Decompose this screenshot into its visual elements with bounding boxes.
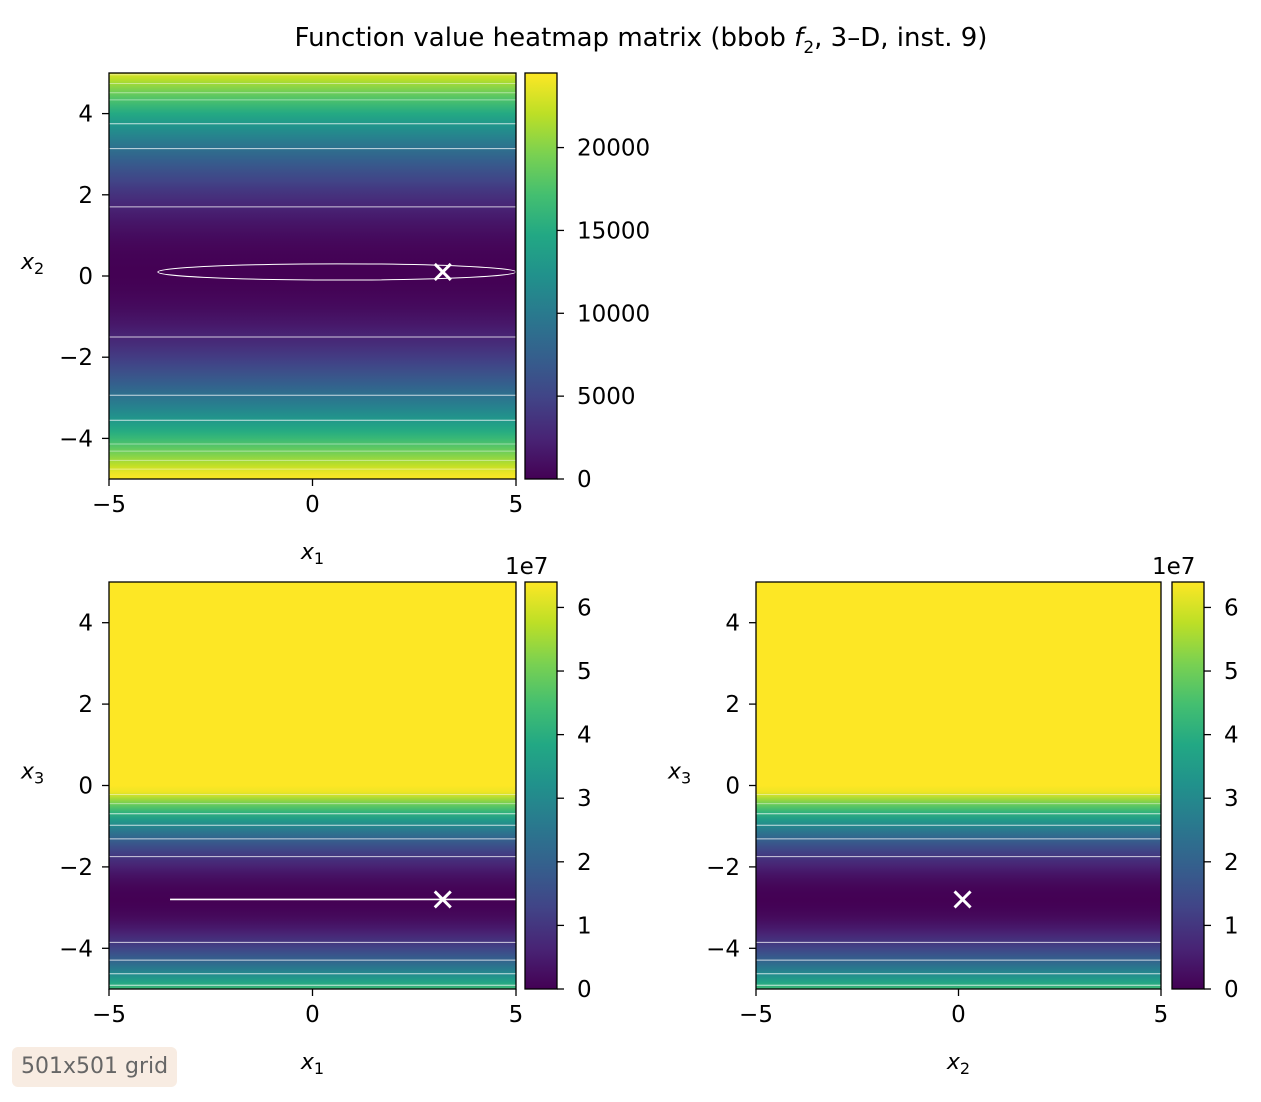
x-axis-label: x1 <box>300 1050 324 1078</box>
colorbar-tick-label: 1 <box>1224 913 1239 939</box>
colorbar-tick-label: 15000 <box>577 218 650 244</box>
y-tick-label: −2 <box>706 855 740 881</box>
colorbar-tick-label: 6 <box>1224 595 1239 621</box>
colorbar-offset-label: 1e7 <box>505 554 548 580</box>
x-tick-label: 5 <box>1154 1002 1169 1028</box>
colorbar-tick-label: 1 <box>577 913 592 939</box>
x-tick-label: 0 <box>305 1002 320 1028</box>
x-tick-label: −5 <box>739 1002 773 1028</box>
x-tick-label: 5 <box>509 492 524 518</box>
x-axis-label: x2 <box>946 1050 970 1078</box>
x-axis-label: x1 <box>300 540 324 568</box>
colorbar-tick-label: 2 <box>1224 850 1239 876</box>
y-tick-label: 0 <box>725 774 740 800</box>
contours-x2-x3 <box>756 793 1161 986</box>
colorbar-tick-label: 0 <box>1224 977 1239 1003</box>
y-tick-label: 2 <box>78 692 93 718</box>
x-tick-label: 5 <box>509 1002 524 1028</box>
colorbar-tick-label: 5 <box>1224 659 1239 685</box>
heatmap-x1-x3 <box>109 582 516 989</box>
y-axis-label: x3 <box>667 760 691 788</box>
x-tick-label: −5 <box>92 492 126 518</box>
colorbar-tick-label: 10000 <box>577 301 650 327</box>
colorbar-tick-label: 5 <box>577 659 592 685</box>
y-tick-label: 4 <box>725 611 740 637</box>
contours-x1-x2 <box>109 74 516 470</box>
colorbar-x1-x2 <box>524 72 558 480</box>
figure-title: Function value heatmap matrix (bbob f2, … <box>295 23 988 58</box>
y-tick-label: 2 <box>78 183 93 209</box>
panel-x1-x2: −5 0 5 −4 −2 0 2 4 x1 x2 0 5000 10000 15000 20000 <box>20 72 650 568</box>
optimum-marker <box>433 262 452 282</box>
panel-x2-x3: −5 0 5 −4 −2 0 2 4 x2 x3 0 1 2 3 4 5 6 1e7 <box>667 554 1239 1078</box>
colorbar-tick-label: 0 <box>577 977 592 1003</box>
colorbar-tick-label: 3 <box>577 786 592 812</box>
colorbar-tick-label: 5000 <box>577 384 636 410</box>
colorbar-offset-label: 1e7 <box>1152 554 1195 580</box>
heatmap-x2-x3 <box>756 582 1161 989</box>
contours-x1-x3 <box>109 793 516 986</box>
y-tick-label: 4 <box>78 102 93 128</box>
colorbar-tick-label: 4 <box>577 723 592 749</box>
panel-x1-x3: −5 0 5 −4 −2 0 2 4 x1 x3 0 1 2 3 4 5 6 1e7 <box>20 554 592 1078</box>
y-tick-label: −4 <box>59 936 93 962</box>
colorbar-tick-label: 20000 <box>577 136 650 162</box>
y-tick-label: −2 <box>59 345 93 371</box>
grid-size-badge: 501x501 grid <box>12 1047 178 1087</box>
y-axis-label: x3 <box>20 760 44 788</box>
contour-ellipse <box>157 263 516 281</box>
colorbar-tick-label: 4 <box>1224 723 1239 749</box>
y-tick-label: 0 <box>78 774 93 800</box>
y-tick-label: −2 <box>59 855 93 881</box>
y-axis-label: x2 <box>20 250 44 278</box>
colorbar-tick-label: 3 <box>1224 786 1239 812</box>
colorbar-tick-label: 2 <box>577 850 592 876</box>
x-tick-label: 0 <box>305 492 320 518</box>
x-tick-label: −5 <box>92 1002 126 1028</box>
optimum-marker <box>433 890 452 909</box>
y-tick-label: −4 <box>706 936 740 962</box>
y-tick-label: 4 <box>78 611 93 637</box>
colorbar-x1-x3 <box>524 581 558 990</box>
optimum-marker <box>953 890 972 909</box>
y-tick-label: 0 <box>78 264 93 290</box>
y-tick-label: −4 <box>59 426 93 452</box>
x-tick-label: 0 <box>951 1002 966 1028</box>
colorbar-x2-x3 <box>1171 581 1205 990</box>
colorbar-tick-label: 0 <box>577 467 592 493</box>
colorbar-tick-label: 6 <box>577 595 592 621</box>
heatmap-x1-x2 <box>109 73 516 479</box>
y-tick-label: 2 <box>725 692 740 718</box>
